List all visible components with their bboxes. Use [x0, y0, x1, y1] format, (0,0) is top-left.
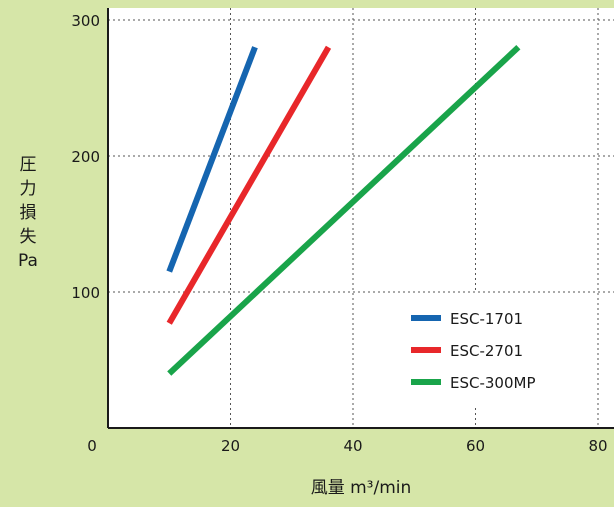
grid [108, 8, 614, 428]
y-axis-title-part-3: 失 [20, 227, 37, 247]
legend-label-esc-1701: ESC-1701 [450, 310, 523, 328]
y-axis-title-part-4: Pa [18, 251, 38, 271]
series-lines [166, 45, 521, 376]
x-tick-label-60: 60 [466, 437, 485, 455]
axes [107, 8, 614, 429]
series-line-esc-300mp [167, 45, 521, 376]
tick-labels: 20 40 60 80 100 200 300 0 [71, 12, 607, 455]
legend: ESC-1701 ESC-2701 ESC-300MP [398, 293, 584, 407]
series-line-esc-1701 [166, 46, 258, 273]
y-axis-title-part-2: 損 [20, 203, 37, 223]
y-axis-title-part-0: 圧 [20, 155, 37, 175]
y-tick-label-300: 300 [71, 12, 100, 30]
y-tick-label-200: 200 [71, 148, 100, 166]
y-axis-title-part-1: 力 [20, 179, 37, 199]
x-tick-label-80: 80 [588, 437, 607, 455]
legend-label-esc-2701: ESC-2701 [450, 342, 523, 360]
series-line-esc-2701 [166, 45, 332, 325]
x-tick-label-20: 20 [221, 437, 240, 455]
origin-label: 0 [87, 437, 97, 455]
legend-label-esc-300mp: ESC-300MP [450, 374, 536, 392]
y-tick-label-100: 100 [71, 284, 100, 302]
x-tick-label-40: 40 [343, 437, 362, 455]
x-axis-title: 風量 m³/min [311, 478, 412, 498]
